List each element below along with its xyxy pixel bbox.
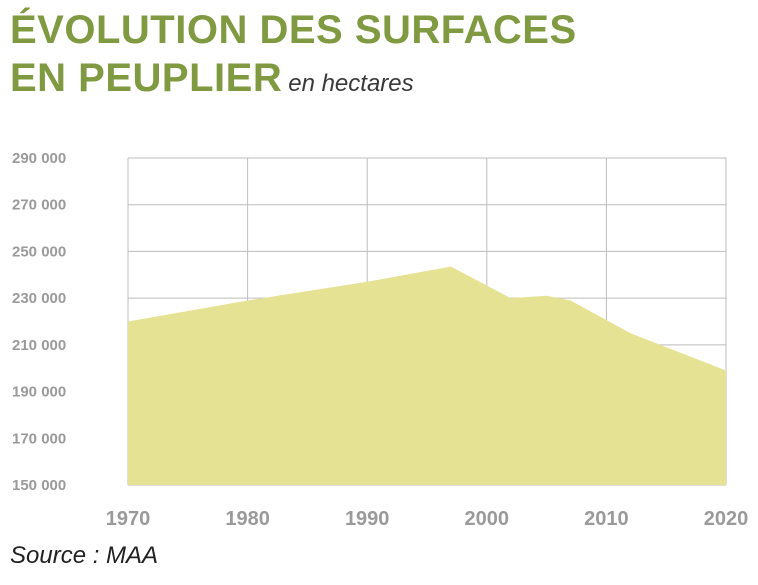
y-tick-label: 270 000 [12, 197, 66, 214]
y-axis-tick-labels: 150 000 170 000 190 000 210 000 230 000 250 0… [12, 150, 66, 494]
title-line-1: ÉVOLUTION DES SURFACES [10, 8, 577, 52]
x-tick-label: 2020 [704, 508, 749, 530]
y-tick-label: 150 000 [12, 477, 66, 494]
chart-title: ÉVOLUTION DES SURFACES EN PEUPLIER en hec… [10, 6, 577, 108]
x-axis-tick-labels: 1970 1980 1990 2000 2010 2020 [106, 508, 749, 530]
title-line-2-text: EN PEUPLIER [10, 56, 283, 100]
y-tick-label: 230 000 [12, 290, 66, 307]
y-tick-label: 210 000 [12, 337, 66, 354]
unit-label: en hectares [288, 70, 414, 97]
x-tick-label: 2010 [584, 508, 629, 530]
y-tick-label: 290 000 [12, 150, 66, 167]
y-tick-label: 170 000 [12, 430, 66, 447]
x-tick-label: 1980 [225, 508, 270, 530]
source-note: Source : MAA [10, 542, 159, 569]
x-tick-label: 1990 [345, 508, 390, 530]
y-tick-label: 250 000 [12, 243, 66, 260]
area-series [128, 266, 726, 485]
x-tick-label: 2000 [465, 508, 510, 530]
title-line-2: EN PEUPLIER en hectares [10, 54, 577, 108]
x-tick-label: 1970 [106, 508, 151, 530]
y-tick-label: 190 000 [12, 384, 66, 401]
